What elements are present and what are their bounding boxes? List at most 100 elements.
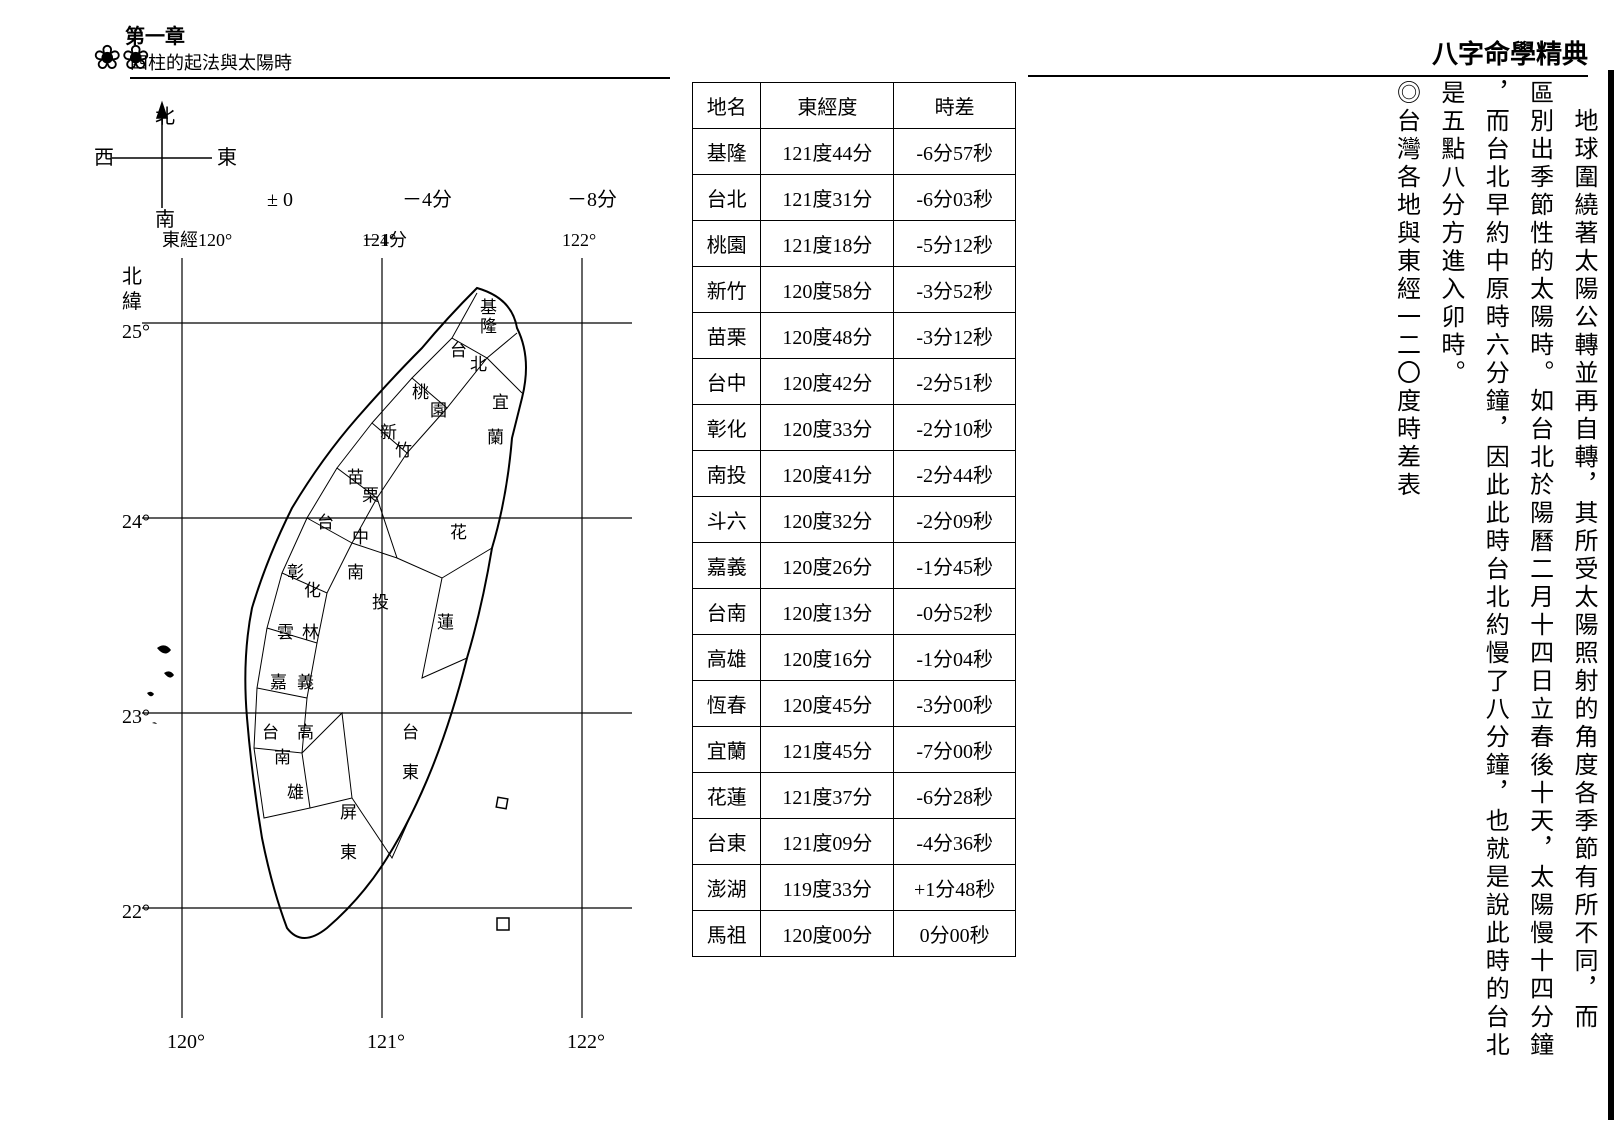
table-row: 彰化120度33分-2分10秒 — [693, 405, 1016, 451]
reg-nt2: 投 — [372, 593, 389, 612]
th-place: 地名 — [693, 83, 761, 129]
table-cell: 花蓮 — [693, 773, 761, 819]
vtext-heading: ◎台灣各地與東經一二〇度時差表 — [1386, 80, 1424, 1130]
table-cell: 120度13分 — [761, 589, 894, 635]
table-cell: -6分28秒 — [894, 773, 1016, 819]
table-cell: 台南 — [693, 589, 761, 635]
table-cell: -3分52秒 — [894, 267, 1016, 313]
vtext-col4: 是五點八分方進入卯時。 — [1430, 80, 1468, 1130]
lon-offset-2: －8分 — [567, 188, 617, 211]
reg-ch2: 化 — [304, 581, 321, 600]
table-cell: 南投 — [693, 451, 761, 497]
reg-tn: 台 — [262, 723, 279, 742]
lon-sub-2: 122° — [562, 230, 596, 250]
lon-sub-0: 東經120° — [162, 230, 232, 250]
table-cell: 121度37分 — [761, 773, 894, 819]
th-diff: 時差 — [894, 83, 1016, 129]
table-cell: 斗六 — [693, 497, 761, 543]
table-cell: 120度00分 — [761, 911, 894, 957]
table-cell: -2分10秒 — [894, 405, 1016, 451]
table-cell: 120度32分 — [761, 497, 894, 543]
table-row: 苗栗120度48分-3分12秒 — [693, 313, 1016, 359]
table-row: 新竹120度58分-3分52秒 — [693, 267, 1016, 313]
compass-e: 東 — [217, 146, 237, 169]
left-page-header: ❀❀ 第一章 四柱的起法與太陽時 — [45, 20, 665, 79]
table-cell: -2分51秒 — [894, 359, 1016, 405]
table-row: 澎湖119度33分+1分48秒 — [693, 865, 1016, 911]
table-cell: 121度09分 — [761, 819, 894, 865]
table-cell: 120度26分 — [761, 543, 894, 589]
table-cell: 121度18分 — [761, 221, 894, 267]
blon-2: 122° — [567, 1031, 605, 1053]
table-cell: -6分57秒 — [894, 129, 1016, 175]
table-cell: 120度45分 — [761, 681, 894, 727]
table-cell: 120度16分 — [761, 635, 894, 681]
table-row: 嘉義120度26分-1分45秒 — [693, 543, 1016, 589]
table-cell: 彰化 — [693, 405, 761, 451]
reg-hl2: 蓮 — [437, 613, 454, 632]
table-cell: 0分00秒 — [894, 911, 1016, 957]
vtext-col3: ，而台北早約中原時六分鐘，因此此時台北約慢了八分鐘，也就是說此時的台北 — [1475, 80, 1513, 1130]
chapter-title: 第一章 — [125, 20, 665, 49]
taiwan-map: 北 南 東 西 ± 0 －4分 －8分 東經120° －4分 121° 122°… — [92, 98, 662, 1098]
table-cell: 121度44分 — [761, 129, 894, 175]
table-cell: 新竹 — [693, 267, 761, 313]
reg-tc2: 中 — [352, 528, 369, 547]
page-edge — [1608, 70, 1614, 1120]
lat-22: 22° — [122, 901, 150, 923]
table-cell: -7分00秒 — [894, 727, 1016, 773]
reg-cy2: 義 — [297, 673, 314, 692]
reg-tt: 台 — [402, 723, 419, 742]
chapter-subtitle: 四柱的起法與太陽時 — [130, 49, 670, 79]
table-cell: +1分48秒 — [894, 865, 1016, 911]
reg-pt: 屏 — [340, 803, 357, 822]
reg-tt2: 東 — [402, 763, 419, 782]
table-cell: 121度31分 — [761, 175, 894, 221]
vtext-col1: 地球圍繞著太陽公轉並再自轉，其所受太陽照射的角度各季節有所不同，而 — [1564, 80, 1602, 1130]
book-title: 八字命學精典 — [1028, 34, 1588, 77]
reg-il2: 蘭 — [487, 428, 504, 447]
reg-ks: 高 — [297, 723, 314, 742]
table-cell: -0分52秒 — [894, 589, 1016, 635]
table-cell: 馬祖 — [693, 911, 761, 957]
lat-label-b: 緯 — [122, 290, 142, 313]
table-cell: 台北 — [693, 175, 761, 221]
reg-ty2: 園 — [430, 401, 447, 420]
table-cell: -2分09秒 — [894, 497, 1016, 543]
reg-hc: 新 — [380, 423, 397, 442]
compass-s: 南 — [155, 208, 175, 231]
table-row: 南投120度41分-2分44秒 — [693, 451, 1016, 497]
reg-keelung: 基 — [480, 298, 497, 317]
reg-il: 宜 — [492, 393, 509, 412]
reg-cy: 嘉 — [270, 673, 287, 692]
table-cell: -1分04秒 — [894, 635, 1016, 681]
table-row: 基隆121度44分-6分57秒 — [693, 129, 1016, 175]
table-cell: 基隆 — [693, 129, 761, 175]
table-cell: -2分44秒 — [894, 451, 1016, 497]
table-cell: 嘉義 — [693, 543, 761, 589]
table-row: 宜蘭121度45分-7分00秒 — [693, 727, 1016, 773]
reg-ty: 桃 — [412, 383, 429, 402]
table-row: 台東121度09分-4分36秒 — [693, 819, 1016, 865]
reg-hl: 花 — [450, 523, 467, 542]
table-cell: 高雄 — [693, 635, 761, 681]
table-cell: -6分03秒 — [894, 175, 1016, 221]
table-cell: 苗栗 — [693, 313, 761, 359]
reg-nt: 南 — [347, 563, 364, 582]
reg-yl: 雲 — [277, 623, 294, 642]
table-cell: 台東 — [693, 819, 761, 865]
table-cell: 桃園 — [693, 221, 761, 267]
compass-w: 西 — [94, 147, 114, 169]
blon-1: 121° — [367, 1031, 405, 1053]
table-cell: -5分12秒 — [894, 221, 1016, 267]
table-row: 高雄120度16分-1分04秒 — [693, 635, 1016, 681]
blon-0: 120° — [167, 1031, 205, 1053]
table-row: 台北121度31分-6分03秒 — [693, 175, 1016, 221]
table-cell: 120度41分 — [761, 451, 894, 497]
reg-yl2: 林 — [302, 623, 319, 642]
table-row: 恆春120度45分-3分00秒 — [693, 681, 1016, 727]
th-longitude: 東經度 — [761, 83, 894, 129]
reg-hc2: 竹 — [395, 441, 412, 460]
reg-ml: 苗 — [347, 468, 364, 487]
reg-ch: 彰 — [287, 563, 304, 582]
